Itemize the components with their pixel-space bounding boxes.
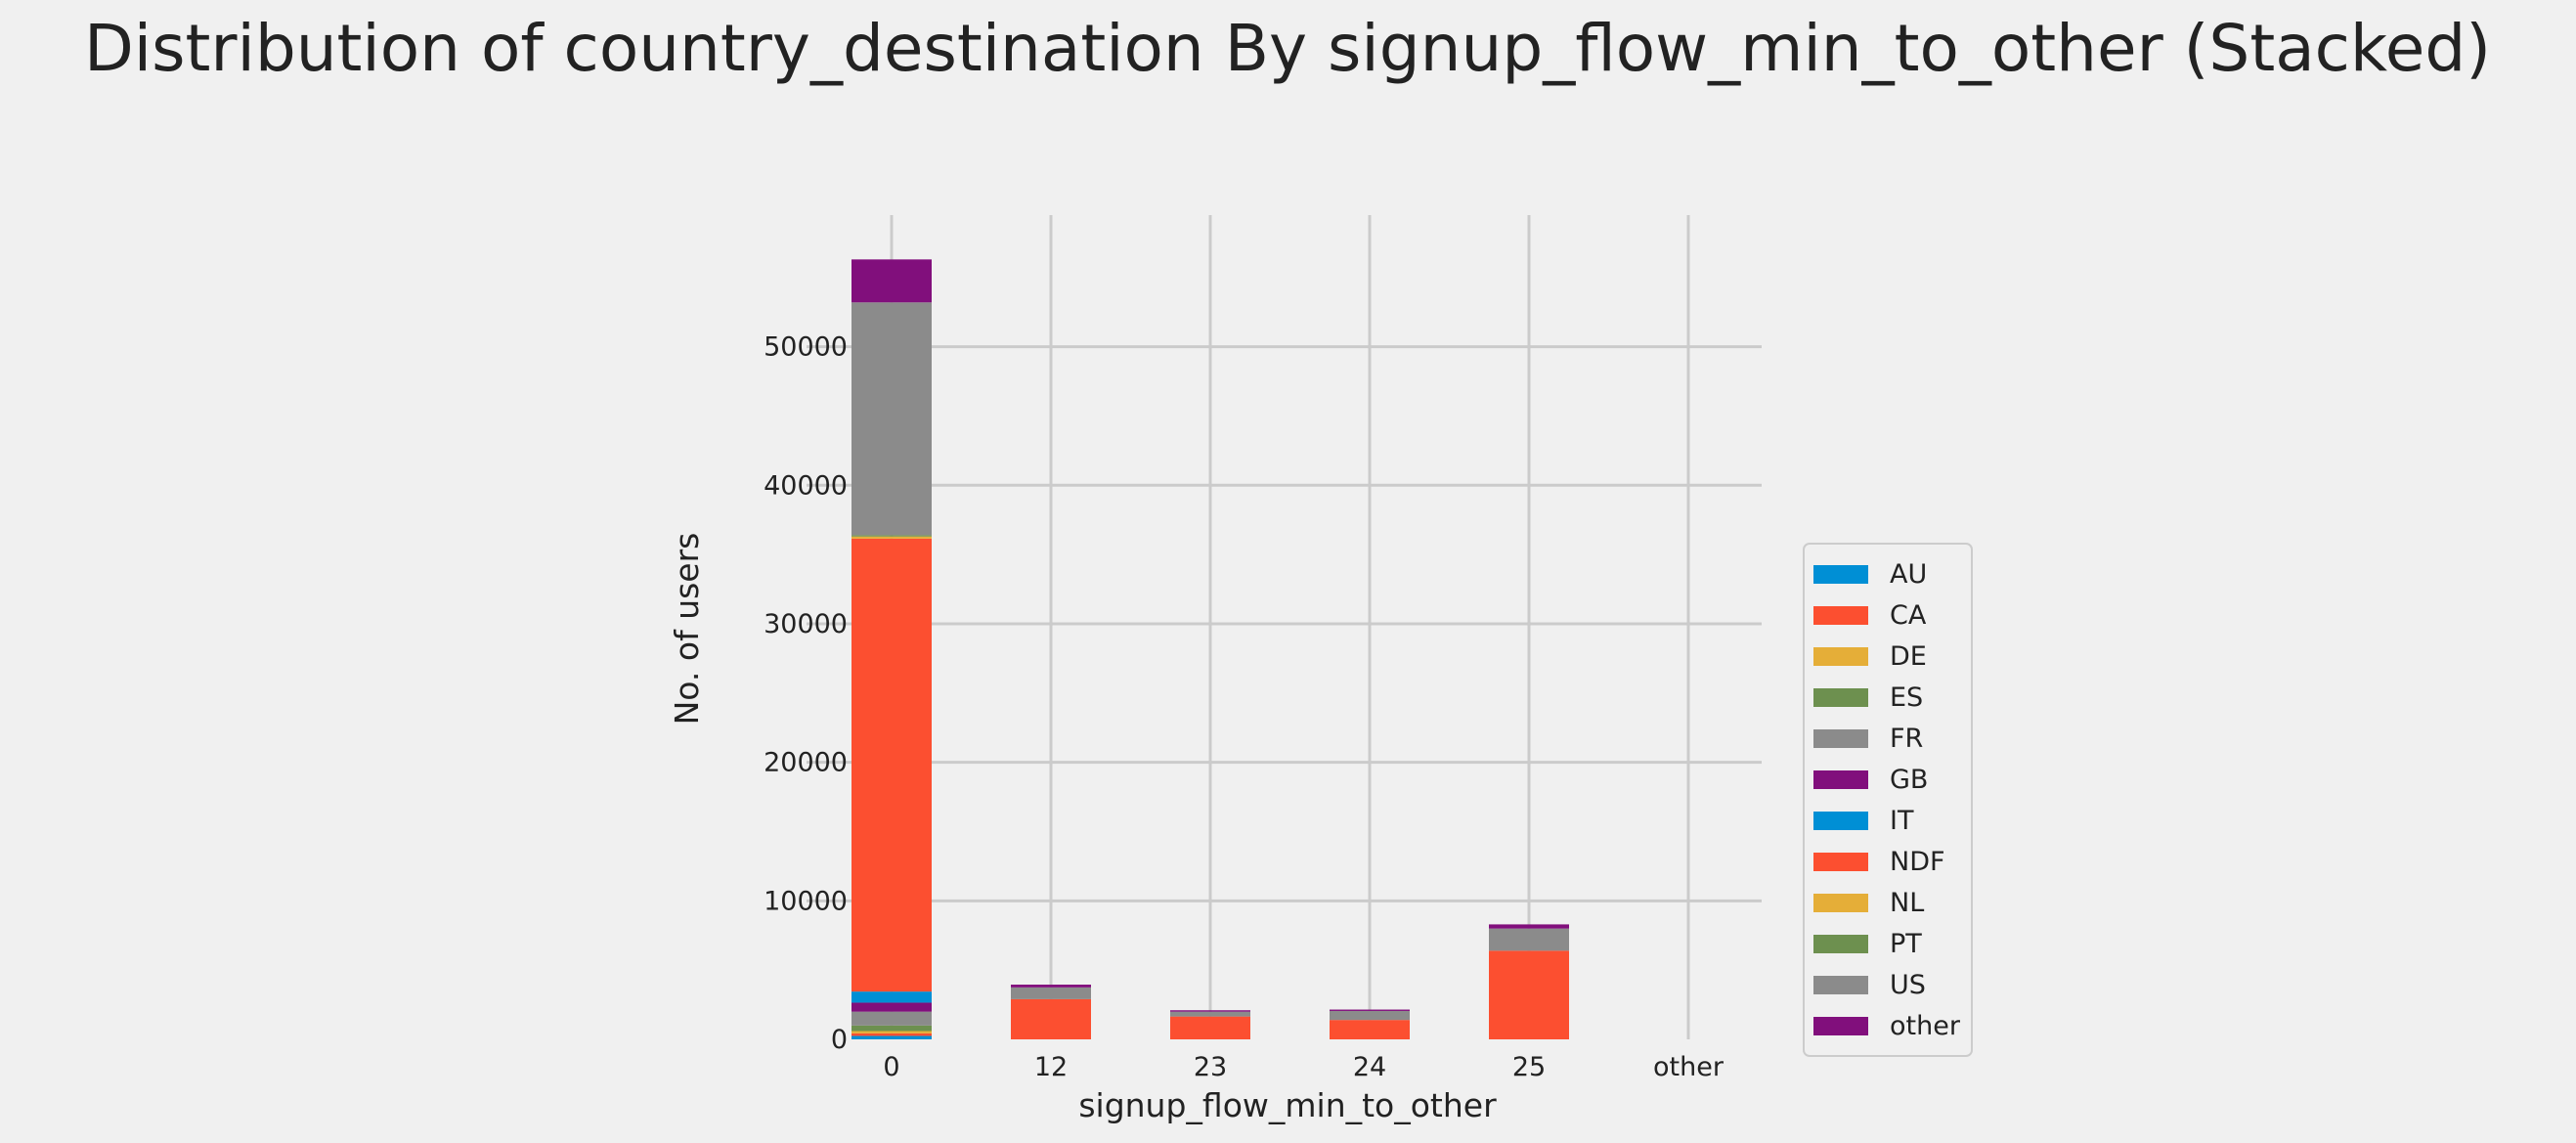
x-axis-ticks: 0 12 23 24 25 other (883, 1052, 1724, 1082)
legend-swatch-ndf (1813, 853, 1868, 871)
y-tick-label: 30000 (764, 609, 848, 639)
bar-segment-nl-0 (851, 536, 932, 539)
legend-label-it: IT (1890, 806, 1914, 836)
legend-label-fr: FR (1890, 724, 1923, 754)
bar-segment-other-25 (1489, 924, 1569, 929)
x-tick-label: 23 (1194, 1052, 1227, 1082)
bar-segment-au-0 (851, 1035, 932, 1039)
bar-segment-other-0 (851, 259, 932, 303)
bar-segment-ndf-24 (1330, 1020, 1410, 1039)
legend-swatch-de (1813, 647, 1868, 666)
bar-segment-other-24 (1330, 1009, 1410, 1011)
x-axis-label: signup_flow_min_to_other (1078, 1086, 1497, 1124)
x-tick-label: 25 (1512, 1052, 1546, 1082)
legend-label-ca: CA (1890, 600, 1927, 631)
legend-swatch-fr (1813, 729, 1868, 748)
x-tick-label: 12 (1034, 1052, 1068, 1082)
legend-label-pt: PT (1890, 929, 1922, 959)
bar-segment-ndf-12 (1011, 998, 1091, 1039)
bar-segment-us-25 (1489, 928, 1569, 951)
bar-segment-gb-0 (851, 1002, 932, 1012)
legend-label-es: ES (1890, 682, 1923, 713)
bar-segment-pt-0 (851, 535, 932, 537)
gridlines (807, 215, 1762, 1039)
y-axis-label: No. of users (668, 533, 706, 725)
legend-label-au: AU (1890, 559, 1927, 590)
y-tick-label: 10000 (764, 886, 848, 916)
bars (851, 259, 1569, 1039)
x-tick-label: 24 (1353, 1052, 1386, 1082)
legend-swatch-it (1813, 812, 1868, 830)
y-tick-label: 0 (831, 1025, 848, 1055)
bar-segment-us-23 (1170, 1011, 1250, 1017)
legend: AU CA DE ES FR GB IT NDF NL PT US other (1803, 543, 1973, 1057)
bar-segment-it-0 (851, 991, 932, 1003)
legend-swatch-es (1813, 688, 1868, 707)
legend-swatch-au (1813, 565, 1868, 584)
bar-segment-ndf-0 (851, 538, 932, 992)
bar-segment-ndf-25 (1489, 950, 1569, 1039)
legend-label-us: US (1890, 970, 1926, 1000)
legend-label-de: DE (1890, 641, 1927, 672)
bar-segment-us-24 (1330, 1010, 1410, 1021)
chart-title: Distribution of country_destination By s… (84, 11, 2491, 86)
legend-label-nl: NL (1890, 888, 1924, 918)
bar-segment-ca-0 (851, 1033, 932, 1036)
legend-swatch-other (1813, 1017, 1868, 1035)
bar-segment-us-12 (1011, 987, 1091, 999)
bar-segment-de-0 (851, 1031, 932, 1033)
y-tick-label: 20000 (764, 748, 848, 778)
legend-label-other: other (1890, 1011, 1961, 1041)
legend-frame (1803, 543, 1973, 1057)
bar-segment-other-23 (1170, 1010, 1250, 1012)
bar-segment-fr-0 (851, 1011, 932, 1026)
bar-segment-ndf-23 (1170, 1016, 1250, 1039)
legend-swatch-pt (1813, 935, 1868, 953)
legend-swatch-ca (1813, 606, 1868, 625)
y-tick-label: 50000 (764, 332, 848, 363)
bar-segment-other-12 (1011, 985, 1091, 988)
x-tick-label: 0 (883, 1052, 899, 1082)
legend-label-gb: GB (1890, 765, 1928, 795)
bar-segment-es-0 (851, 1025, 932, 1032)
x-tick-label: other (1653, 1052, 1725, 1082)
legend-swatch-gb (1813, 770, 1868, 789)
legend-swatch-nl (1813, 894, 1868, 912)
legend-swatch-us (1813, 976, 1868, 994)
y-tick-label: 40000 (764, 470, 848, 501)
bar-segment-us-0 (851, 302, 932, 536)
y-axis-ticks: 0 10000 20000 30000 40000 50000 (764, 332, 848, 1055)
legend-label-ndf: NDF (1890, 847, 1945, 877)
